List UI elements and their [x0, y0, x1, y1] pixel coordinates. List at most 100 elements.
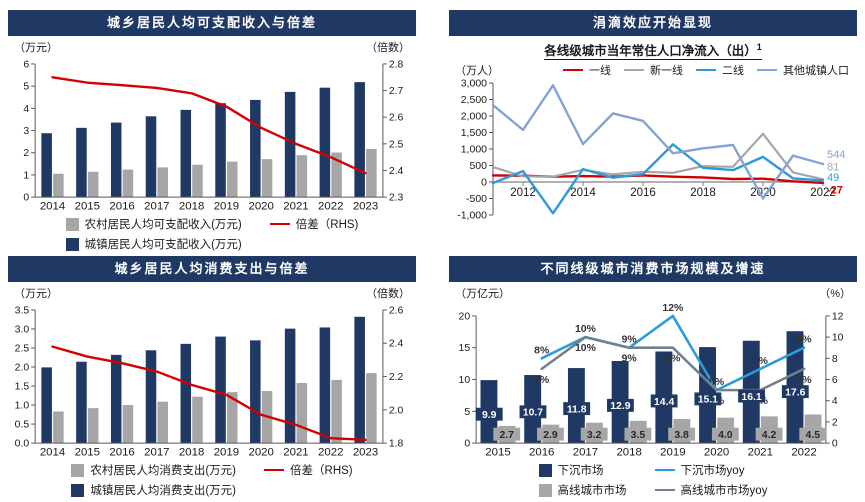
x-axis-label: 2018: [690, 187, 716, 199]
market-legend: 下沉市场 下沉市场yoy 高线城市市场 高线城市市场yoy: [449, 462, 857, 498]
value-label-text: 17.6: [785, 387, 805, 398]
x-axis-label: 2016: [109, 201, 134, 213]
bar: [296, 382, 308, 444]
bar: [87, 408, 99, 444]
bar: [319, 327, 331, 444]
value-label-text: 4.0: [718, 430, 733, 441]
legend-square-swatch: [538, 483, 552, 497]
line-point-label: 9%: [796, 335, 811, 346]
legend-item: 二线: [696, 62, 744, 78]
right-axis-tick-label: 1.8: [389, 439, 404, 450]
panel-income: 城乡居民人均可支配收入与倍差 （万元） （倍数） 0 1 2 3 4 5 6 2.3 2.4 2.…: [8, 10, 416, 252]
legend-item: 倍差（RHS): [269, 216, 359, 232]
population-axis-units: （万人） 一线 新一线 二线 其他城镇人口: [449, 59, 857, 78]
income-chart: 0 1 2 3 4 5 6 2.3 2.4 2.5 2.6 2.7 2.8 2014 2015 2016 201…: [23, 59, 403, 212]
legend-item: 其他城镇人口: [757, 62, 849, 78]
value-label-text: 2.7: [499, 430, 514, 441]
panel-spending-title: 城乡居民人均消费支出与倍差: [8, 256, 416, 282]
right-axis-tick-label: 2.4: [389, 166, 404, 177]
right-axis-tick-label: 2: [832, 417, 838, 428]
bar: [319, 87, 331, 198]
legend-item: 高线城市市场yoy: [654, 482, 767, 498]
data-line: [491, 143, 825, 215]
spending-legend: 农村居民人均消费支出(万元) 倍差（RHS) 城镇居民人均消费支出(万元): [8, 462, 416, 498]
income-axis-units: （万元） （倍数）: [8, 36, 416, 55]
spending-axis-units: （万元） （倍数）: [8, 282, 416, 301]
axes: 0 1 2 3 4 5 6 2.3 2.4 2.5 2.6 2.7 2.8 2014 2015 2016 201…: [23, 59, 403, 212]
legend-square-swatch: [538, 463, 552, 477]
panel-income-title: 城乡居民人均可支配收入与倍差: [8, 10, 416, 36]
line-end-label: 544: [827, 149, 845, 161]
value-label-text: 16.1: [741, 392, 761, 403]
x-axis-label: 2019: [214, 201, 239, 213]
axes: 0 5 10 15 20 0 2 4 6 8 10 12 2015 2016 2017 2018 2019 202…: [459, 311, 844, 458]
bar: [157, 167, 168, 198]
legend-item: 新一线: [624, 62, 683, 78]
x-axis-label: 2023: [353, 447, 378, 459]
legend-item: 农村居民人均可支配收入(万元): [65, 216, 242, 232]
legend-item: 倍差（RHS): [264, 462, 353, 478]
legend-label: 倍差（RHS): [295, 219, 359, 231]
legend-item: 高线城市市场: [538, 482, 627, 498]
legend-line-swatch: [264, 468, 285, 472]
right-axis-tick-label: 2.8: [389, 59, 404, 70]
line-end-label: -27: [827, 184, 843, 196]
bar-value-labels: 9.9 10.7 11.8 12.9 14.4 15.1 16.1 17.6: [475, 385, 809, 421]
x-axis-label: 2022: [318, 447, 343, 459]
bar: [192, 396, 203, 444]
legend-item: 城镇居民人均消费支出(万元): [71, 482, 236, 498]
line-point-label: 5%: [709, 377, 724, 388]
x-axis-label: 2022: [810, 187, 836, 199]
spending-left-unit-label: （万元）: [14, 288, 58, 300]
legend-label: 高线城市市场: [557, 485, 627, 497]
bar: [157, 401, 168, 444]
bar: [41, 133, 52, 198]
left-axis-tick-label: 0: [464, 439, 470, 450]
value-label-text: 3.5: [631, 430, 646, 441]
x-axis-label: 2023: [353, 201, 378, 213]
line-point-label: 7%: [796, 375, 811, 386]
right-axis-tick-label: 0: [832, 439, 838, 450]
market-right-unit-label: （%）: [819, 288, 851, 300]
bar: [145, 350, 157, 444]
axes: 0.0 0.5 1.0 1.5 2.0 2.5 3.0 3.5 1.8 2.0 2.2 2.4 2.6 2…: [15, 305, 404, 458]
value-label-box: [519, 405, 547, 419]
legend-item: 城镇居民人均可支配收入(万元): [65, 236, 242, 252]
x-axis-label: 2016: [109, 447, 134, 459]
left-axis-tick-label: 0.5: [15, 420, 30, 431]
spending-chart: 0.0 0.5 1.0 1.5 2.0 2.5 3.0 3.5 1.8 2.0 2.2 2.4 2.6 2…: [15, 305, 404, 458]
x-axis-label: 2016: [630, 187, 656, 199]
right-axis-tick-label: 2.3: [389, 193, 404, 204]
line-point-label: 9%: [622, 354, 637, 365]
bar-series: [41, 316, 377, 444]
line-point-label: 9%: [665, 354, 680, 365]
legend-line-swatch: [269, 222, 290, 226]
bar: [284, 328, 296, 444]
legend-item: 下沉市场yoy: [654, 462, 768, 478]
bar: [122, 169, 134, 198]
x-axis-label: 2018: [179, 447, 204, 459]
axes: -1,000 -500 0 500 1,000 1,500 2,000 2,500 3,000 2…: [457, 79, 836, 222]
value-label-text: 3.8: [674, 430, 689, 441]
value-label-box: [624, 427, 652, 441]
right-axis-tick-label: 10: [832, 333, 844, 344]
bar: [110, 354, 122, 444]
x-axis-label: 2018: [616, 447, 641, 459]
value-label-text: 4.2: [762, 430, 777, 441]
panel-population: 涓滴效应开始显现 各线级城市当年常住人口净流入（出）1 （万人） 一线 新一线 二线…: [449, 10, 857, 252]
value-label-box: [563, 402, 591, 416]
panel-market: 不同线级城市消费市场规模及增速 （万亿元） （%） 0 5 10 15 20 0 2 4 6 8 1…: [449, 256, 857, 498]
market-left-unit-label: （万亿元）: [455, 288, 510, 300]
x-axis-label: 2022: [318, 201, 343, 213]
legend-line-swatch: [696, 68, 716, 72]
x-axis-label: 2021: [283, 201, 308, 213]
x-axis-label: 2017: [144, 201, 169, 213]
bar: [331, 379, 342, 444]
legend-line-swatch: [654, 468, 675, 472]
legend-line-swatch: [563, 68, 583, 72]
right-axis-tick-label: 6: [832, 375, 838, 386]
left-axis-tick-label: 3.5: [15, 305, 30, 316]
bar-series: [41, 82, 377, 198]
y-axis-tick-label: 1,000: [461, 144, 487, 156]
y-axis-tick-label: -500: [466, 193, 487, 205]
